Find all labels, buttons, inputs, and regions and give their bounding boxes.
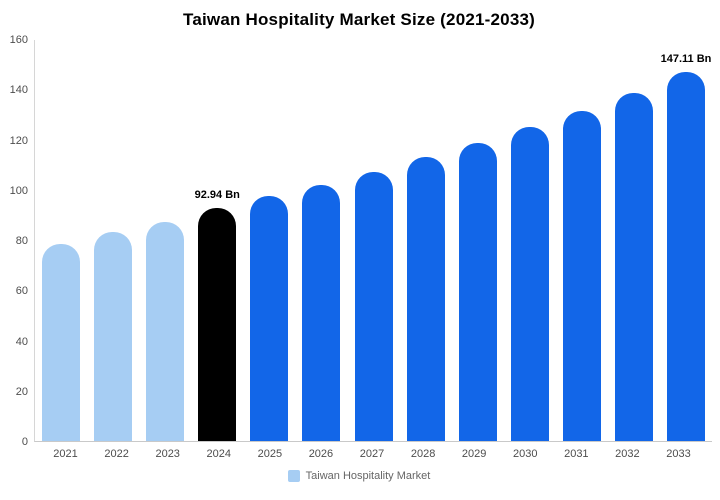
bar-2025[interactable]	[250, 195, 289, 441]
x-tick-label: 2030	[513, 448, 538, 460]
x-tick-label: 2022	[104, 448, 129, 460]
x-tick-label: 2027	[359, 448, 385, 460]
bar-2021[interactable]	[42, 244, 81, 441]
y-tick-label: 40	[15, 335, 28, 348]
bar-2022[interactable]	[94, 232, 133, 441]
bar-column-2024: 92.94 Bn	[191, 40, 243, 441]
bar-column-2033: 147.11 Bn	[660, 40, 712, 441]
bar-column-2027	[347, 40, 399, 441]
bar-2030[interactable]	[510, 127, 549, 441]
bar-column-2030	[504, 40, 556, 441]
bar-2028[interactable]	[406, 157, 445, 441]
y-tick-label: 80	[15, 235, 28, 247]
bar-value-label: 92.94 Bn	[194, 189, 240, 202]
plot-area: 92.94 Bn 147.11 Bn	[34, 40, 712, 442]
y-tick-label: 20	[15, 385, 28, 398]
bar-2023[interactable]	[146, 221, 185, 441]
bar-column-2031	[556, 40, 608, 441]
legend-swatch-icon	[287, 470, 300, 482]
bar-column-2022	[87, 40, 139, 441]
x-tick-label: 2033	[666, 448, 691, 460]
bar-2033[interactable]	[666, 72, 705, 441]
x-tick-label: 2021	[53, 448, 78, 460]
bar-column-2026	[295, 40, 347, 441]
y-tick-label: 0	[21, 436, 28, 448]
bar-2029[interactable]	[458, 142, 497, 441]
bar-column-2032	[608, 40, 660, 441]
bar-column-2029	[452, 40, 504, 441]
bar-value-label: 147.11 Bn	[660, 53, 712, 66]
chart-title: Taiwan Hospitality Market Size (2021-203…	[183, 10, 535, 29]
legend-label: Taiwan Hospitality Market	[305, 470, 431, 482]
bar-2027[interactable]	[354, 171, 393, 441]
x-tick-label: 2031	[564, 448, 589, 460]
bar-2024[interactable]	[198, 208, 237, 441]
bar-column-2023	[139, 40, 191, 441]
y-tick-label: 140	[9, 84, 28, 97]
x-tick-label: 2028	[410, 448, 436, 460]
y-tick-label: 120	[9, 134, 28, 147]
y-tick-label: 100	[9, 184, 28, 197]
bar-2026[interactable]	[302, 184, 341, 441]
x-tick-label: 2025	[257, 448, 283, 460]
x-tick-label: 2026	[308, 448, 334, 460]
x-tick-label: 2032	[615, 448, 640, 460]
x-tick-label: 2024	[206, 448, 232, 460]
bar-2031[interactable]	[562, 110, 601, 441]
y-axis: 0 20 40 60 80 100 120 140 160	[6, 34, 34, 448]
bar-column-2021	[35, 40, 87, 441]
bar-column-2028	[400, 40, 452, 441]
chart-body: 0 20 40 60 80 100 120 140 160 92.94 Bn 147.11 Bn	[6, 34, 712, 448]
x-tick-label: 2023	[155, 448, 180, 460]
x-tick-label: 2029	[461, 448, 487, 460]
legend[interactable]: Taiwan Hospitality Market	[6, 470, 712, 482]
bar-column-2025	[243, 40, 295, 441]
x-axis-labels: 2021 2022 2023 2024 2025 2026 2027 2028 2029 2030…	[40, 448, 704, 460]
y-tick-label: 160	[9, 34, 28, 46]
bar-2032[interactable]	[614, 93, 653, 441]
y-tick-label: 60	[15, 285, 28, 298]
